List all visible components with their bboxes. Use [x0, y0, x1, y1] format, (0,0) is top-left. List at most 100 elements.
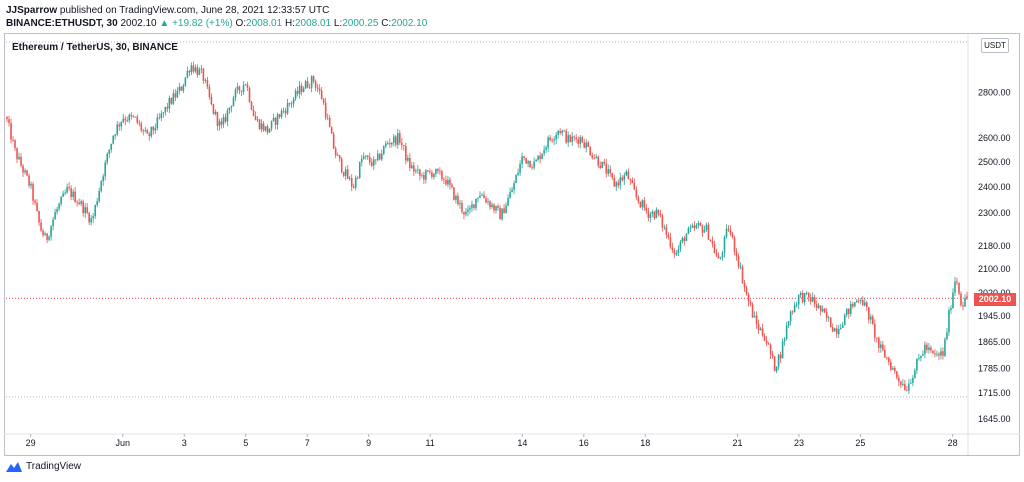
candle-body: [146, 130, 149, 134]
candle-body: [725, 228, 728, 237]
candle-body: [825, 312, 828, 318]
candle-body: [491, 204, 493, 208]
candle-body: [787, 321, 790, 326]
candle-body: [467, 209, 469, 212]
candle-body: [378, 153, 381, 160]
footer-brand[interactable]: TradingView: [26, 461, 82, 472]
candle-body: [609, 169, 612, 174]
candle-body: [186, 70, 189, 78]
candle-body: [166, 106, 169, 109]
candle-body: [611, 173, 614, 178]
candle-body: [68, 186, 70, 189]
candle-body: [747, 294, 750, 302]
candle-body: [24, 170, 26, 173]
candle-body: [966, 296, 968, 299]
candle-body: [284, 110, 287, 114]
candle-body: [739, 266, 742, 268]
candle-body: [477, 197, 479, 199]
candle-body: [216, 111, 219, 126]
candle-body: [405, 145, 407, 161]
candle-body: [264, 126, 267, 131]
candle-body: [695, 225, 698, 229]
candle-body: [481, 194, 483, 196]
candle-body: [775, 366, 778, 372]
candle-body: [300, 85, 303, 92]
candle-body: [855, 300, 858, 303]
candle-body: [605, 163, 608, 174]
candle-body: [869, 316, 872, 320]
candle-body: [152, 126, 155, 131]
candle-body: [487, 201, 489, 203]
candle-body: [793, 304, 796, 313]
candle-body: [437, 168, 439, 171]
candle-body: [791, 311, 794, 313]
x-tick-label: 3: [182, 438, 187, 448]
candle-body: [258, 119, 261, 130]
candle-body: [517, 172, 519, 176]
x-tick-label: 16: [579, 438, 589, 448]
candle-body: [563, 130, 565, 132]
candle-body: [892, 368, 894, 370]
candle-body: [395, 136, 397, 145]
candle-body: [771, 354, 774, 357]
candle-body: [920, 355, 922, 358]
candle-body: [639, 201, 642, 208]
currency-unit-badge[interactable]: USDT: [981, 38, 1009, 53]
candle-body: [493, 204, 495, 211]
candle-body: [809, 297, 812, 302]
candle-body: [280, 110, 283, 117]
candle-body: [613, 177, 616, 187]
candle-body: [148, 133, 151, 137]
author-name[interactable]: JJSparrow: [6, 5, 58, 16]
candle-body: [380, 153, 383, 160]
candle-body: [188, 70, 191, 73]
candle-body: [224, 117, 227, 122]
candle-body: [910, 382, 912, 384]
candle-body: [827, 317, 830, 319]
candle-body: [567, 135, 569, 143]
candle-body: [16, 148, 18, 160]
candle-body: [30, 183, 32, 186]
candle-body: [298, 85, 301, 94]
candle-body: [346, 169, 349, 179]
candle-body: [20, 156, 22, 166]
candle-body: [449, 179, 451, 185]
candle-body: [108, 149, 111, 154]
candle-body: [819, 305, 822, 312]
candle-body: [669, 237, 672, 248]
candle-body: [140, 123, 143, 131]
candle-body: [683, 237, 686, 241]
candle-body: [56, 208, 58, 213]
candle-body: [835, 328, 838, 335]
candle-body: [302, 88, 305, 92]
footer: TradingView: [6, 460, 81, 474]
candle-body: [633, 182, 636, 190]
candle-body: [501, 208, 503, 220]
candle-body: [581, 137, 583, 143]
candle-body: [419, 169, 421, 176]
candle-body: [330, 127, 333, 134]
candle-body: [912, 377, 914, 383]
candle-body: [411, 165, 413, 169]
candle-body: [795, 304, 798, 306]
candle-body: [102, 176, 105, 182]
candle-body: [246, 84, 249, 88]
candle-body: [276, 114, 279, 125]
candle-body: [26, 170, 28, 176]
candle-body: [960, 293, 962, 306]
candle-body: [128, 114, 131, 121]
candle-body: [745, 287, 748, 295]
candle-body: [350, 178, 353, 187]
candle-body: [312, 76, 315, 82]
candle-body: [615, 182, 618, 187]
candle-body: [585, 142, 588, 148]
candle-body: [587, 142, 590, 147]
candle-body: [661, 215, 664, 228]
tradingview-logo-icon[interactable]: [6, 461, 22, 473]
candle-body: [717, 255, 720, 259]
candle-body: [348, 178, 351, 179]
candle-body: [523, 156, 525, 158]
close-value: 2002.10: [391, 18, 428, 29]
candle-body: [503, 208, 505, 214]
